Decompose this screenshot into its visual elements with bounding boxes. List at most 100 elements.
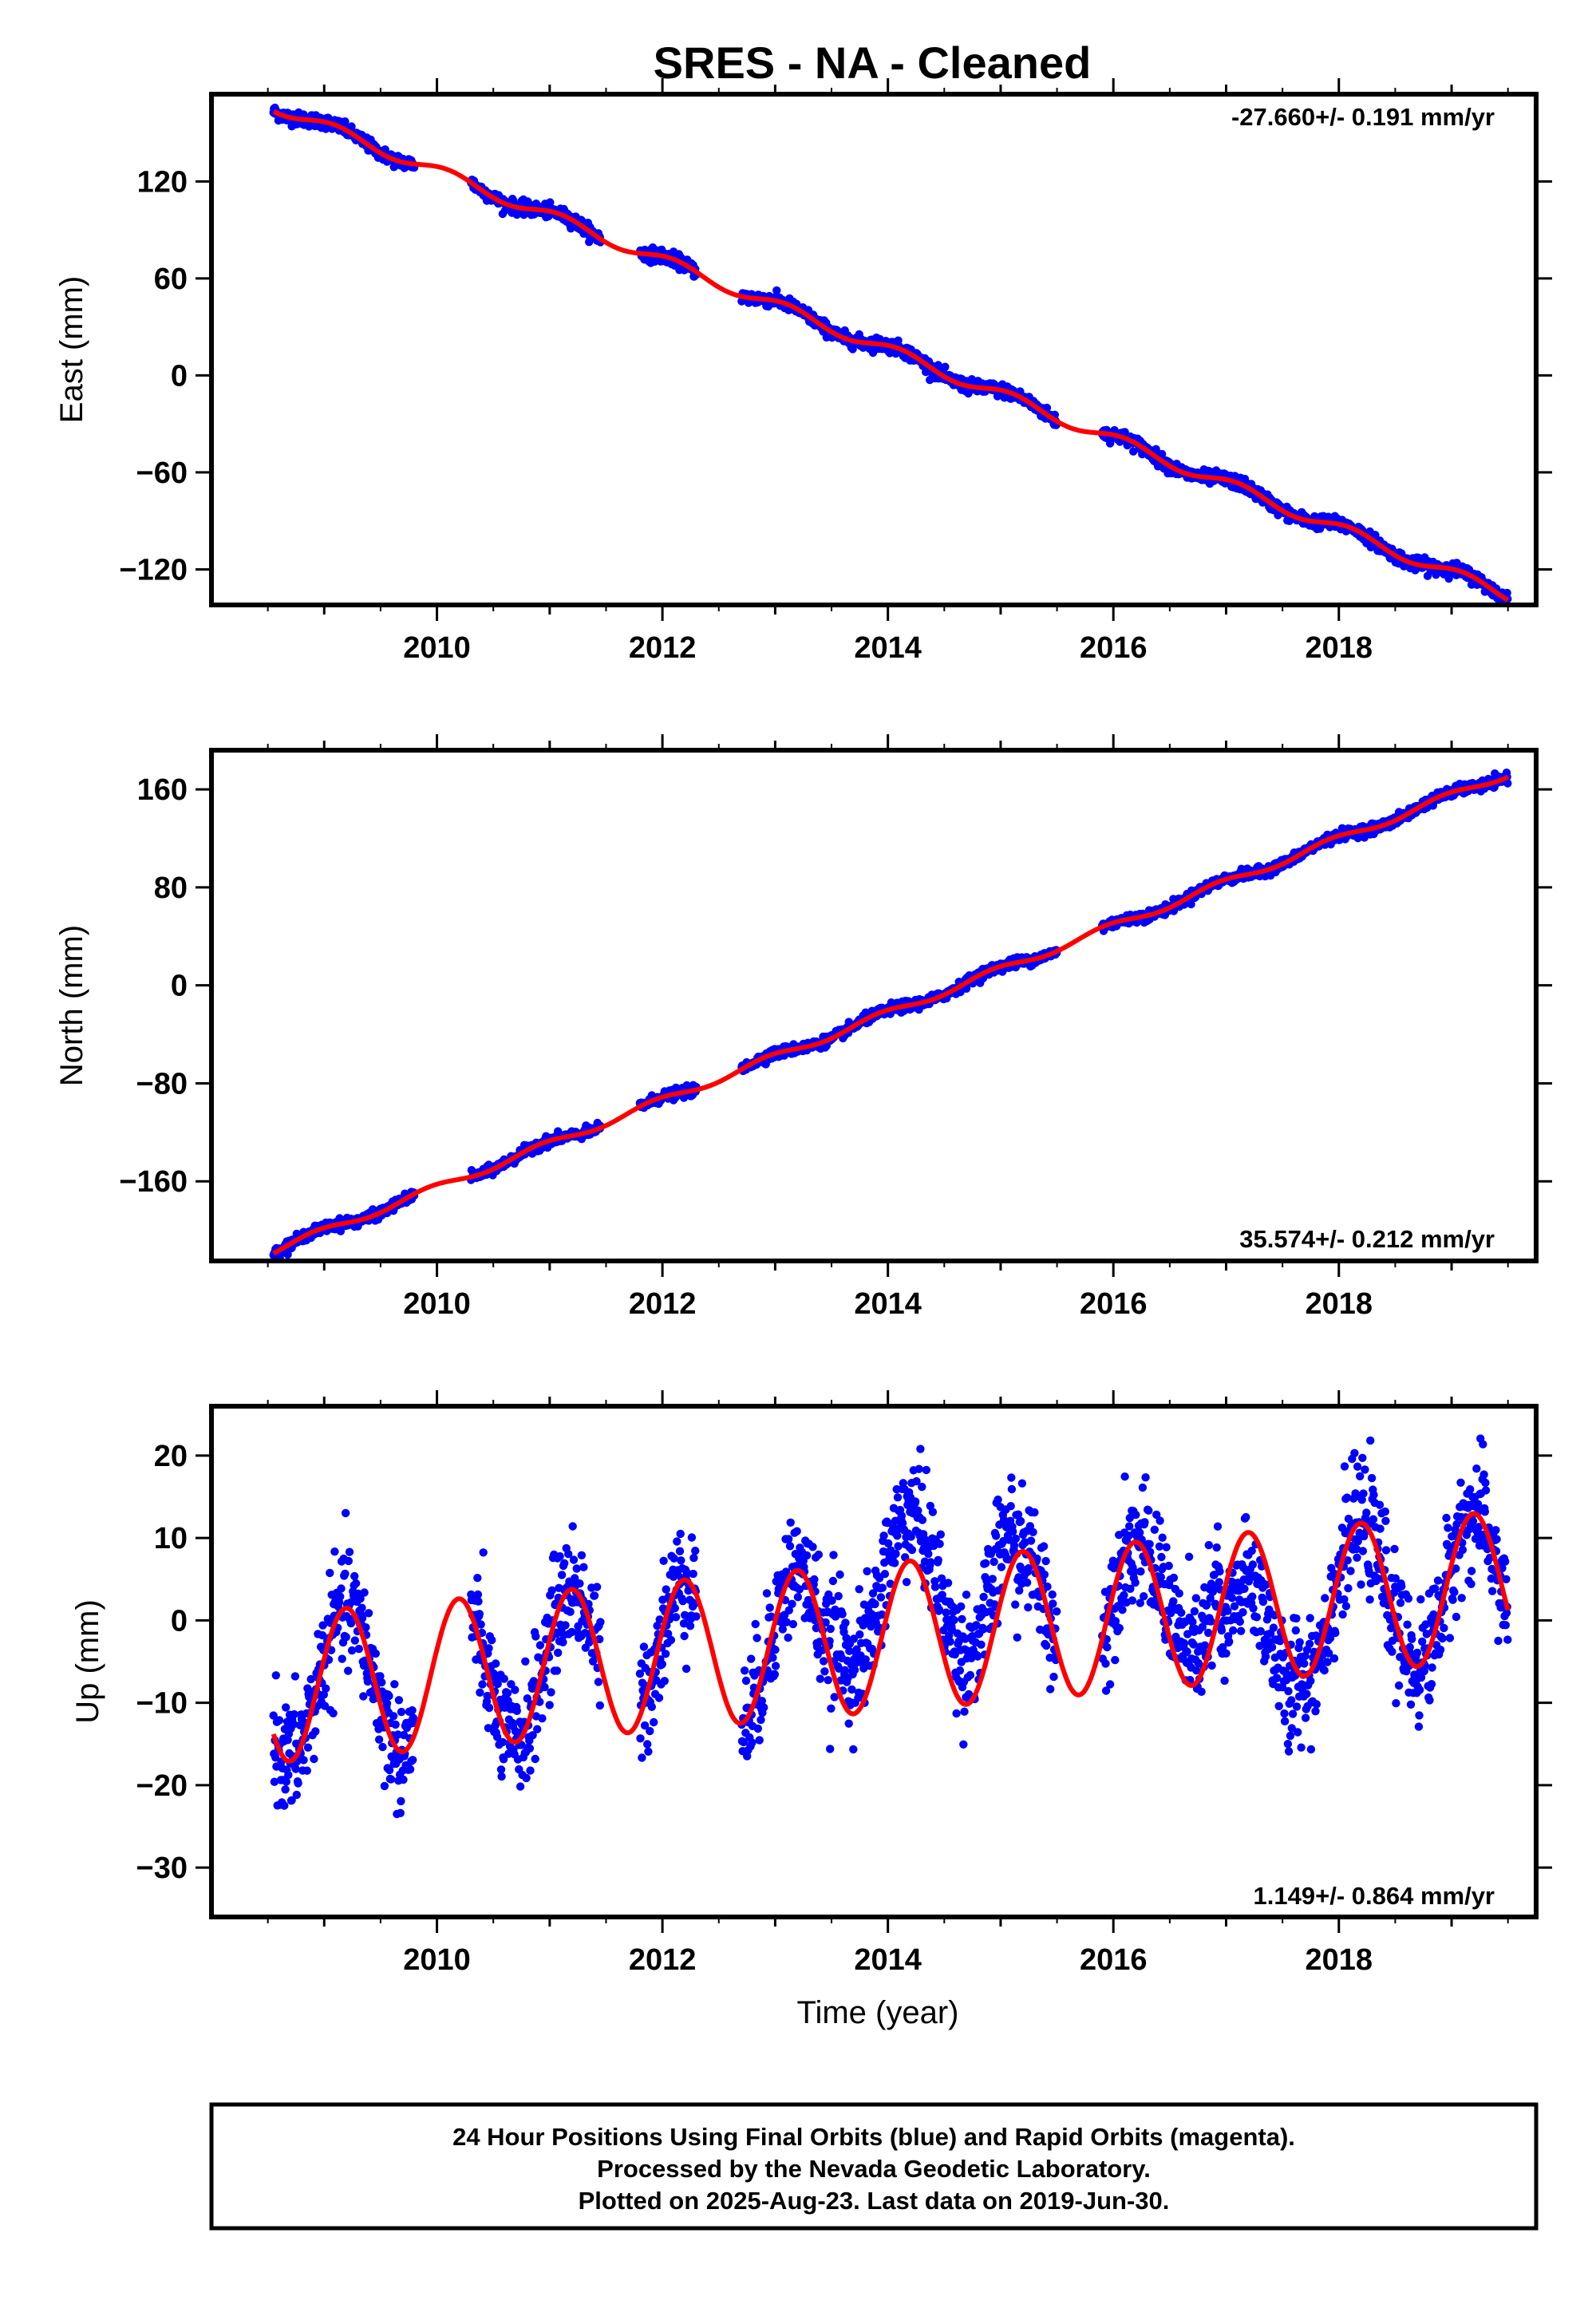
- up-data-point-277: [405, 1765, 415, 1774]
- east-data-point-145: [341, 117, 350, 126]
- up-data-point-514: [579, 1563, 588, 1571]
- up-data-point-360: [503, 1689, 512, 1697]
- up-data-point-230: [382, 1699, 392, 1708]
- up-data-point-547: [595, 1701, 604, 1710]
- up-data-point-47: [292, 1790, 301, 1800]
- figure-title: SRES - NA - Cleaned: [654, 38, 1092, 88]
- up-data-point-282: [409, 1756, 417, 1765]
- up-data-point-139: [338, 1654, 346, 1663]
- up-data-point-557: [639, 1642, 649, 1651]
- up-data-point-466: [555, 1551, 564, 1561]
- up-data-point-167: [351, 1579, 361, 1588]
- north-ytick-label--160: −160: [119, 1165, 188, 1199]
- north-panel-frame: [209, 748, 1539, 1263]
- up-data-point-323: [484, 1703, 494, 1713]
- up-data-point-82: [310, 1754, 318, 1764]
- up-data-point-569: [646, 1726, 654, 1736]
- north-xtick-label-2014: 2014: [854, 1287, 922, 1321]
- north-ytick-label--80: −80: [136, 1067, 188, 1101]
- up-data-point-5: [271, 1671, 280, 1680]
- up-data-point-309: [478, 1680, 487, 1689]
- up-data-point-375: [511, 1686, 519, 1694]
- east-data-points: [269, 103, 1512, 606]
- up-data-point-25: [282, 1703, 290, 1712]
- up-data-point-599: [660, 1677, 669, 1686]
- up-data-point-303: [475, 1610, 484, 1618]
- up-data-point-577: [650, 1717, 658, 1727]
- up-data-point-61: [299, 1756, 308, 1765]
- up-data-point-259: [397, 1707, 406, 1717]
- up-data-point-145: [341, 1569, 350, 1579]
- up-data-point-44: [290, 1672, 300, 1681]
- up-data-point-147: [342, 1633, 350, 1642]
- up-data-point-22: [280, 1801, 289, 1810]
- up-data-point-304: [476, 1688, 484, 1697]
- up-data-point-487: [566, 1607, 575, 1616]
- up-data-point-263: [399, 1775, 408, 1784]
- east-data-point-1076: [941, 362, 950, 371]
- up-data-point-420: [533, 1725, 542, 1733]
- up-data-point-24: [281, 1785, 290, 1794]
- up-data-point-146: [341, 1508, 350, 1518]
- up-data-point-550: [636, 1734, 645, 1743]
- up-data-point-328: [488, 1635, 496, 1645]
- up-data-point-564: [643, 1740, 652, 1749]
- up-data-point-405: [525, 1744, 535, 1753]
- north-ytick-label-80: 80: [154, 871, 188, 905]
- east-ytick-label-60: 60: [154, 263, 188, 296]
- up-data-point-460: [552, 1666, 562, 1675]
- north-xtick-label-2016: 2016: [1080, 1287, 1148, 1321]
- up-data-point-214: [374, 1735, 384, 1744]
- up-data-point-179: [358, 1603, 366, 1612]
- up-data-point-594: [658, 1660, 666, 1669]
- up-data-point-301: [474, 1597, 483, 1606]
- east-data-point-446: [546, 198, 555, 207]
- east-data-point-158: [347, 122, 356, 131]
- east-data-point-735: [772, 286, 781, 295]
- east-xtick-label-2012: 2012: [629, 631, 697, 665]
- up-data-point-311: [479, 1548, 488, 1557]
- up-data-point-448: [547, 1688, 555, 1697]
- east-ytick-label--60: −60: [136, 456, 188, 490]
- up-data-point-566: [644, 1747, 653, 1756]
- up-data-point-470: [557, 1571, 567, 1579]
- up-data-point-124: [330, 1547, 339, 1556]
- up-data-point-544: [594, 1678, 603, 1686]
- up-data-point-245: [390, 1680, 399, 1689]
- up-data-point-135: [336, 1592, 345, 1601]
- east-ytick-label-0: 0: [171, 359, 188, 393]
- up-data-point-219: [377, 1678, 386, 1687]
- up-data-point-207: [371, 1649, 380, 1658]
- east-rate-label: -27.660+/- 0.191 mm/yr: [1231, 103, 1495, 131]
- up-data-point-154: [345, 1547, 354, 1556]
- up-data-point-597: [659, 1556, 668, 1566]
- up-data-point-396: [521, 1657, 530, 1666]
- up-data-point-238: [386, 1775, 396, 1784]
- up-data-point-548: [596, 1618, 605, 1626]
- up-data-point-477: [561, 1621, 570, 1630]
- up-data-point-114: [326, 1568, 334, 1578]
- up-data-point-462: [554, 1648, 563, 1658]
- north-rate-label: 35.574+/- 0.212 mm/yr: [1239, 1225, 1495, 1253]
- east-ytick-label-120: 120: [137, 165, 188, 199]
- north-y-axis-label: North (mm): [54, 925, 89, 1086]
- north-xtick-label-2012: 2012: [629, 1287, 697, 1321]
- up-data-point-536: [590, 1591, 599, 1600]
- up-data-point-472: [559, 1638, 567, 1646]
- up-data-point-234: [385, 1691, 393, 1701]
- up-data-point-258: [397, 1796, 405, 1806]
- east-xtick-label-2010: 2010: [403, 631, 471, 665]
- up-data-point-573: [647, 1702, 656, 1711]
- up-data-point-70: [303, 1743, 313, 1752]
- up-data-point-12: [275, 1716, 284, 1725]
- up-data-point-164: [350, 1571, 359, 1581]
- up-data-point-68: [302, 1766, 311, 1775]
- north-xtick-label-2010: 2010: [403, 1287, 471, 1321]
- up-data-point-243: [389, 1712, 398, 1721]
- up-data-point-348: [497, 1772, 506, 1781]
- up-data-point-152: [344, 1556, 353, 1566]
- up-data-point-506: [575, 1579, 584, 1588]
